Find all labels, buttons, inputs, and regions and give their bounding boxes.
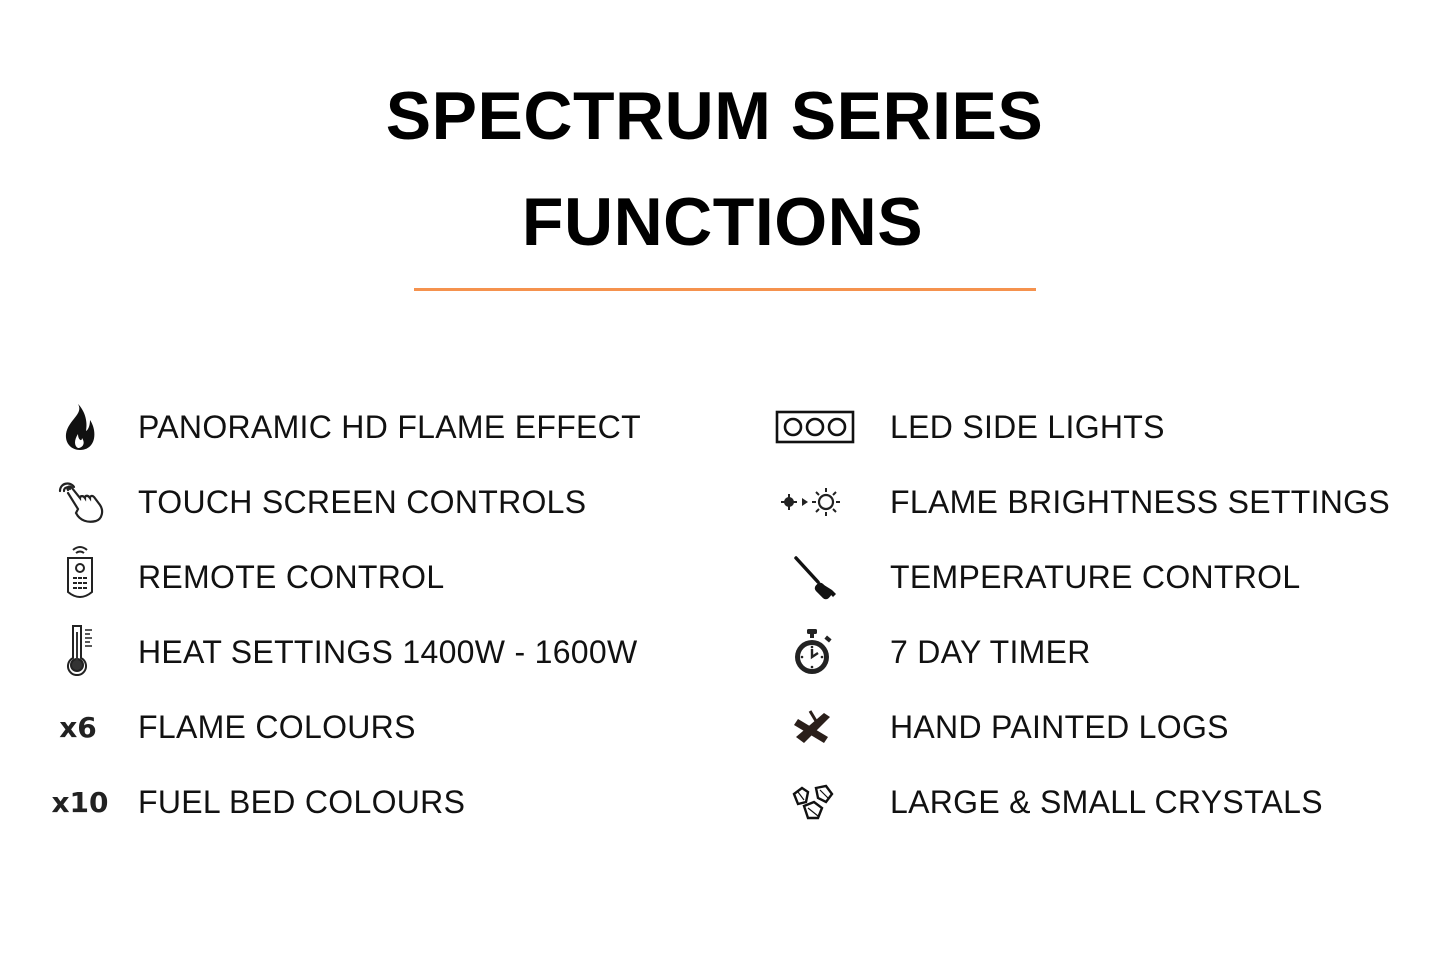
- led-lights-icon: [775, 402, 855, 452]
- feature-label: HAND PAINTED LOGS: [890, 709, 1229, 745]
- accent-divider: [414, 288, 1036, 291]
- feature-label: LED SIDE LIGHTS: [890, 409, 1165, 445]
- logs-icon: [783, 702, 843, 752]
- feature-label: 7 DAY TIMER: [890, 634, 1091, 670]
- feature-label: PANORAMIC HD FLAME EFFECT: [138, 409, 641, 445]
- crystals-icon: [783, 777, 843, 827]
- title-line-2: FUNCTIONS: [521, 184, 924, 260]
- x6-icon: x6: [59, 710, 97, 744]
- feature-label: LARGE & SMALL CRYSTALS: [890, 784, 1323, 820]
- x10-icon: x10: [51, 785, 109, 819]
- thermometer-icon: [50, 624, 110, 676]
- flame-icon: [50, 402, 110, 452]
- screwdriver-icon: [785, 552, 845, 602]
- feature-label: FLAME BRIGHTNESS SETTINGS: [890, 484, 1391, 520]
- feature-label: HEAT SETTINGS 1400W - 1600W: [138, 634, 638, 670]
- stopwatch-icon: [782, 627, 842, 677]
- feature-label: REMOTE CONTROL: [138, 559, 445, 595]
- feature-label: FLAME COLOURS: [138, 709, 416, 745]
- touch-hand-icon: [50, 477, 110, 527]
- feature-label: TOUCH SCREEN CONTROLS: [138, 484, 587, 520]
- remote-control-icon: [50, 546, 110, 598]
- title-line-1: SPECTRUM SERIES: [385, 78, 1044, 154]
- feature-label: FUEL BED COLOURS: [138, 784, 466, 820]
- brightness-icon: [780, 477, 846, 527]
- feature-label: TEMPERATURE CONTROL: [890, 559, 1301, 595]
